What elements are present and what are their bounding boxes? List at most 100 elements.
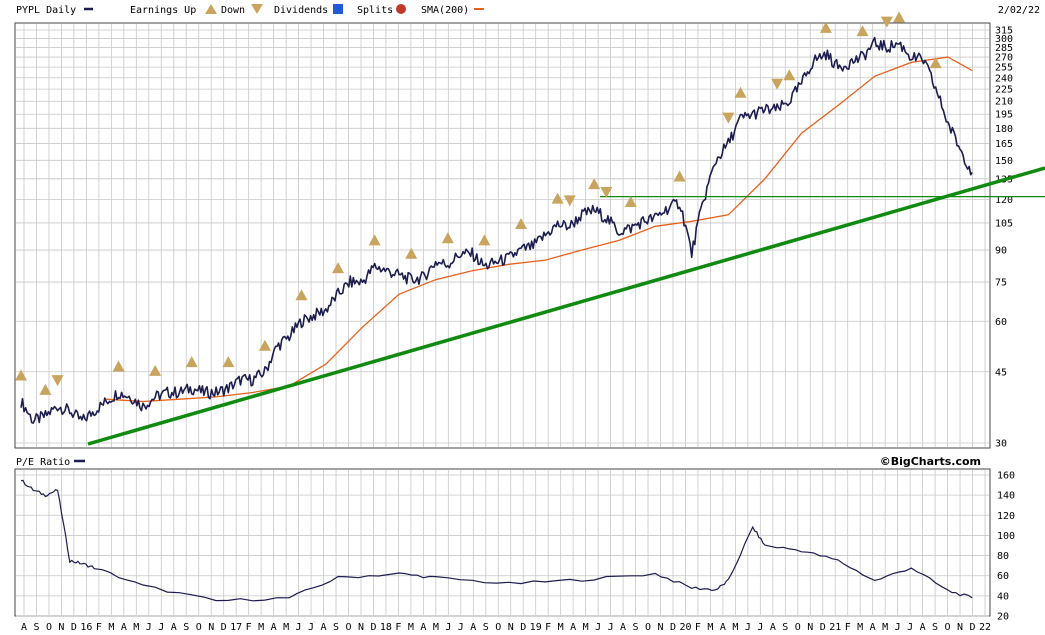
x-tick-label: D xyxy=(820,622,826,633)
earnings-up-marker xyxy=(295,289,308,301)
pe-label: P/E Ratio xyxy=(16,457,70,468)
x-tick-label: S xyxy=(483,622,489,633)
x-tick-label: A xyxy=(770,622,776,633)
earnings-up-marker xyxy=(673,170,686,182)
x-tick-label: M xyxy=(558,622,564,633)
x-tick-label: A xyxy=(271,622,277,633)
x-tick-label: J xyxy=(745,622,751,633)
earnings-down-marker xyxy=(51,375,64,387)
x-tick-label: M xyxy=(707,622,713,633)
x-tick-label: N xyxy=(58,622,64,633)
trend-lines xyxy=(87,166,1045,446)
x-tick-label: J xyxy=(158,622,164,633)
x-tick-label: F xyxy=(845,622,851,633)
y-tick-label: 45 xyxy=(995,367,1007,378)
x-tick-label: A xyxy=(870,622,876,633)
earnings-up-marker xyxy=(515,218,528,230)
earnings-up-marker xyxy=(441,232,454,244)
x-tick-label: J xyxy=(146,622,152,633)
x-tick-label: A xyxy=(121,622,127,633)
x-tick-label: N xyxy=(208,622,214,633)
x-axis: A S O N D 16 F M A M J J A S O N D 17 F M A M J J A S O N D 18 F M A M J J A… xyxy=(21,622,991,633)
earnings-up-marker xyxy=(149,364,162,376)
x-tick-label: A xyxy=(171,622,177,633)
x-tick-label: J xyxy=(895,622,901,633)
y-tick-label: 315 xyxy=(995,26,1013,37)
x-tick-label: F xyxy=(96,622,102,633)
earnings-up-marker xyxy=(332,262,345,274)
symbol-label: PYPL Daily xyxy=(16,5,76,16)
x-tick-label: 21 xyxy=(829,622,841,633)
x-tick-label: D xyxy=(370,622,376,633)
x-tick-label: A xyxy=(570,622,576,633)
price-y-axis: 3045607590105120135150165180195210225240… xyxy=(995,26,1013,450)
x-tick-label: O xyxy=(345,622,351,633)
x-tick-label: 19 xyxy=(530,622,542,633)
pe-panel: P/E Ratio ©BigCharts.com 20 40 60 80 100 120 1… xyxy=(14,455,1015,623)
y-tick-label: 300 xyxy=(995,34,1013,45)
x-tick-label: M xyxy=(857,622,863,633)
pe-y-axis: 20 40 60 80 100 120 140 160 xyxy=(997,471,1015,623)
x-tick-label: O xyxy=(645,622,651,633)
y-tick-label: 150 xyxy=(995,156,1013,167)
x-tick-label: S xyxy=(183,622,189,633)
earnings-down-marker xyxy=(771,78,784,90)
x-tick-label: S xyxy=(932,622,938,633)
x-tick-label: F xyxy=(695,622,701,633)
x-tick-label: A xyxy=(920,622,926,633)
x-tick-label: D xyxy=(670,622,676,633)
earnings-down-triangle-icon xyxy=(251,4,263,14)
earnings-markers xyxy=(15,11,942,395)
x-tick-label: A xyxy=(21,622,27,633)
pe-y-tick-label: 160 xyxy=(997,471,1015,482)
x-tick-label: S xyxy=(633,622,639,633)
y-tick-label: 90 xyxy=(995,246,1007,257)
pe-series xyxy=(20,479,973,602)
x-tick-label: M xyxy=(732,622,738,633)
x-tick-label: F xyxy=(545,622,551,633)
pe-y-tick-label: 140 xyxy=(997,491,1015,502)
x-tick-label: A xyxy=(321,622,327,633)
y-tick-label: 210 xyxy=(995,97,1013,108)
earnings-up-triangle-icon xyxy=(205,4,217,14)
x-tick-label: M xyxy=(283,622,289,633)
earnings-up-marker xyxy=(258,339,271,351)
earnings-up-marker xyxy=(734,86,747,98)
x-tick-label: M xyxy=(882,622,888,633)
earnings-up-marker xyxy=(405,247,418,259)
x-tick-label: 22 xyxy=(979,622,991,633)
x-tick-label: M xyxy=(433,622,439,633)
x-tick-label: F xyxy=(246,622,252,633)
pe-y-tick-label: 60 xyxy=(997,571,1009,582)
legend-splits-label: Splits xyxy=(357,5,393,16)
chart-date: 2/02/22 xyxy=(998,5,1040,16)
x-tick-label: J xyxy=(595,622,601,633)
x-tick-label: M xyxy=(258,622,264,633)
legend-sma-label: SMA(200) xyxy=(421,5,469,16)
x-tick-label: O xyxy=(945,622,951,633)
earnings-up-marker xyxy=(856,25,869,37)
x-tick-label: J xyxy=(608,622,614,633)
earnings-up-marker xyxy=(368,234,381,246)
pe-grid xyxy=(16,470,989,617)
x-tick-label: M xyxy=(133,622,139,633)
x-tick-label: 16 xyxy=(80,622,92,633)
y-tick-label: 60 xyxy=(995,317,1007,328)
y-tick-label: 180 xyxy=(995,124,1013,135)
earnings-up-marker xyxy=(819,21,832,33)
pe-line xyxy=(20,479,973,602)
earnings-up-marker xyxy=(551,192,564,204)
earnings-up-marker xyxy=(222,356,235,368)
sma-series xyxy=(106,56,973,403)
x-tick-label: A xyxy=(470,622,476,633)
y-tick-label: 165 xyxy=(995,139,1013,150)
x-tick-label: J xyxy=(458,622,464,633)
x-tick-label: O xyxy=(46,622,52,633)
price-panel-frame xyxy=(14,22,991,449)
x-tick-label: J xyxy=(907,622,913,633)
x-tick-label: A xyxy=(620,622,626,633)
earnings-up-marker xyxy=(39,383,52,395)
x-tick-label: J xyxy=(296,622,302,633)
x-tick-label: M xyxy=(583,622,589,633)
